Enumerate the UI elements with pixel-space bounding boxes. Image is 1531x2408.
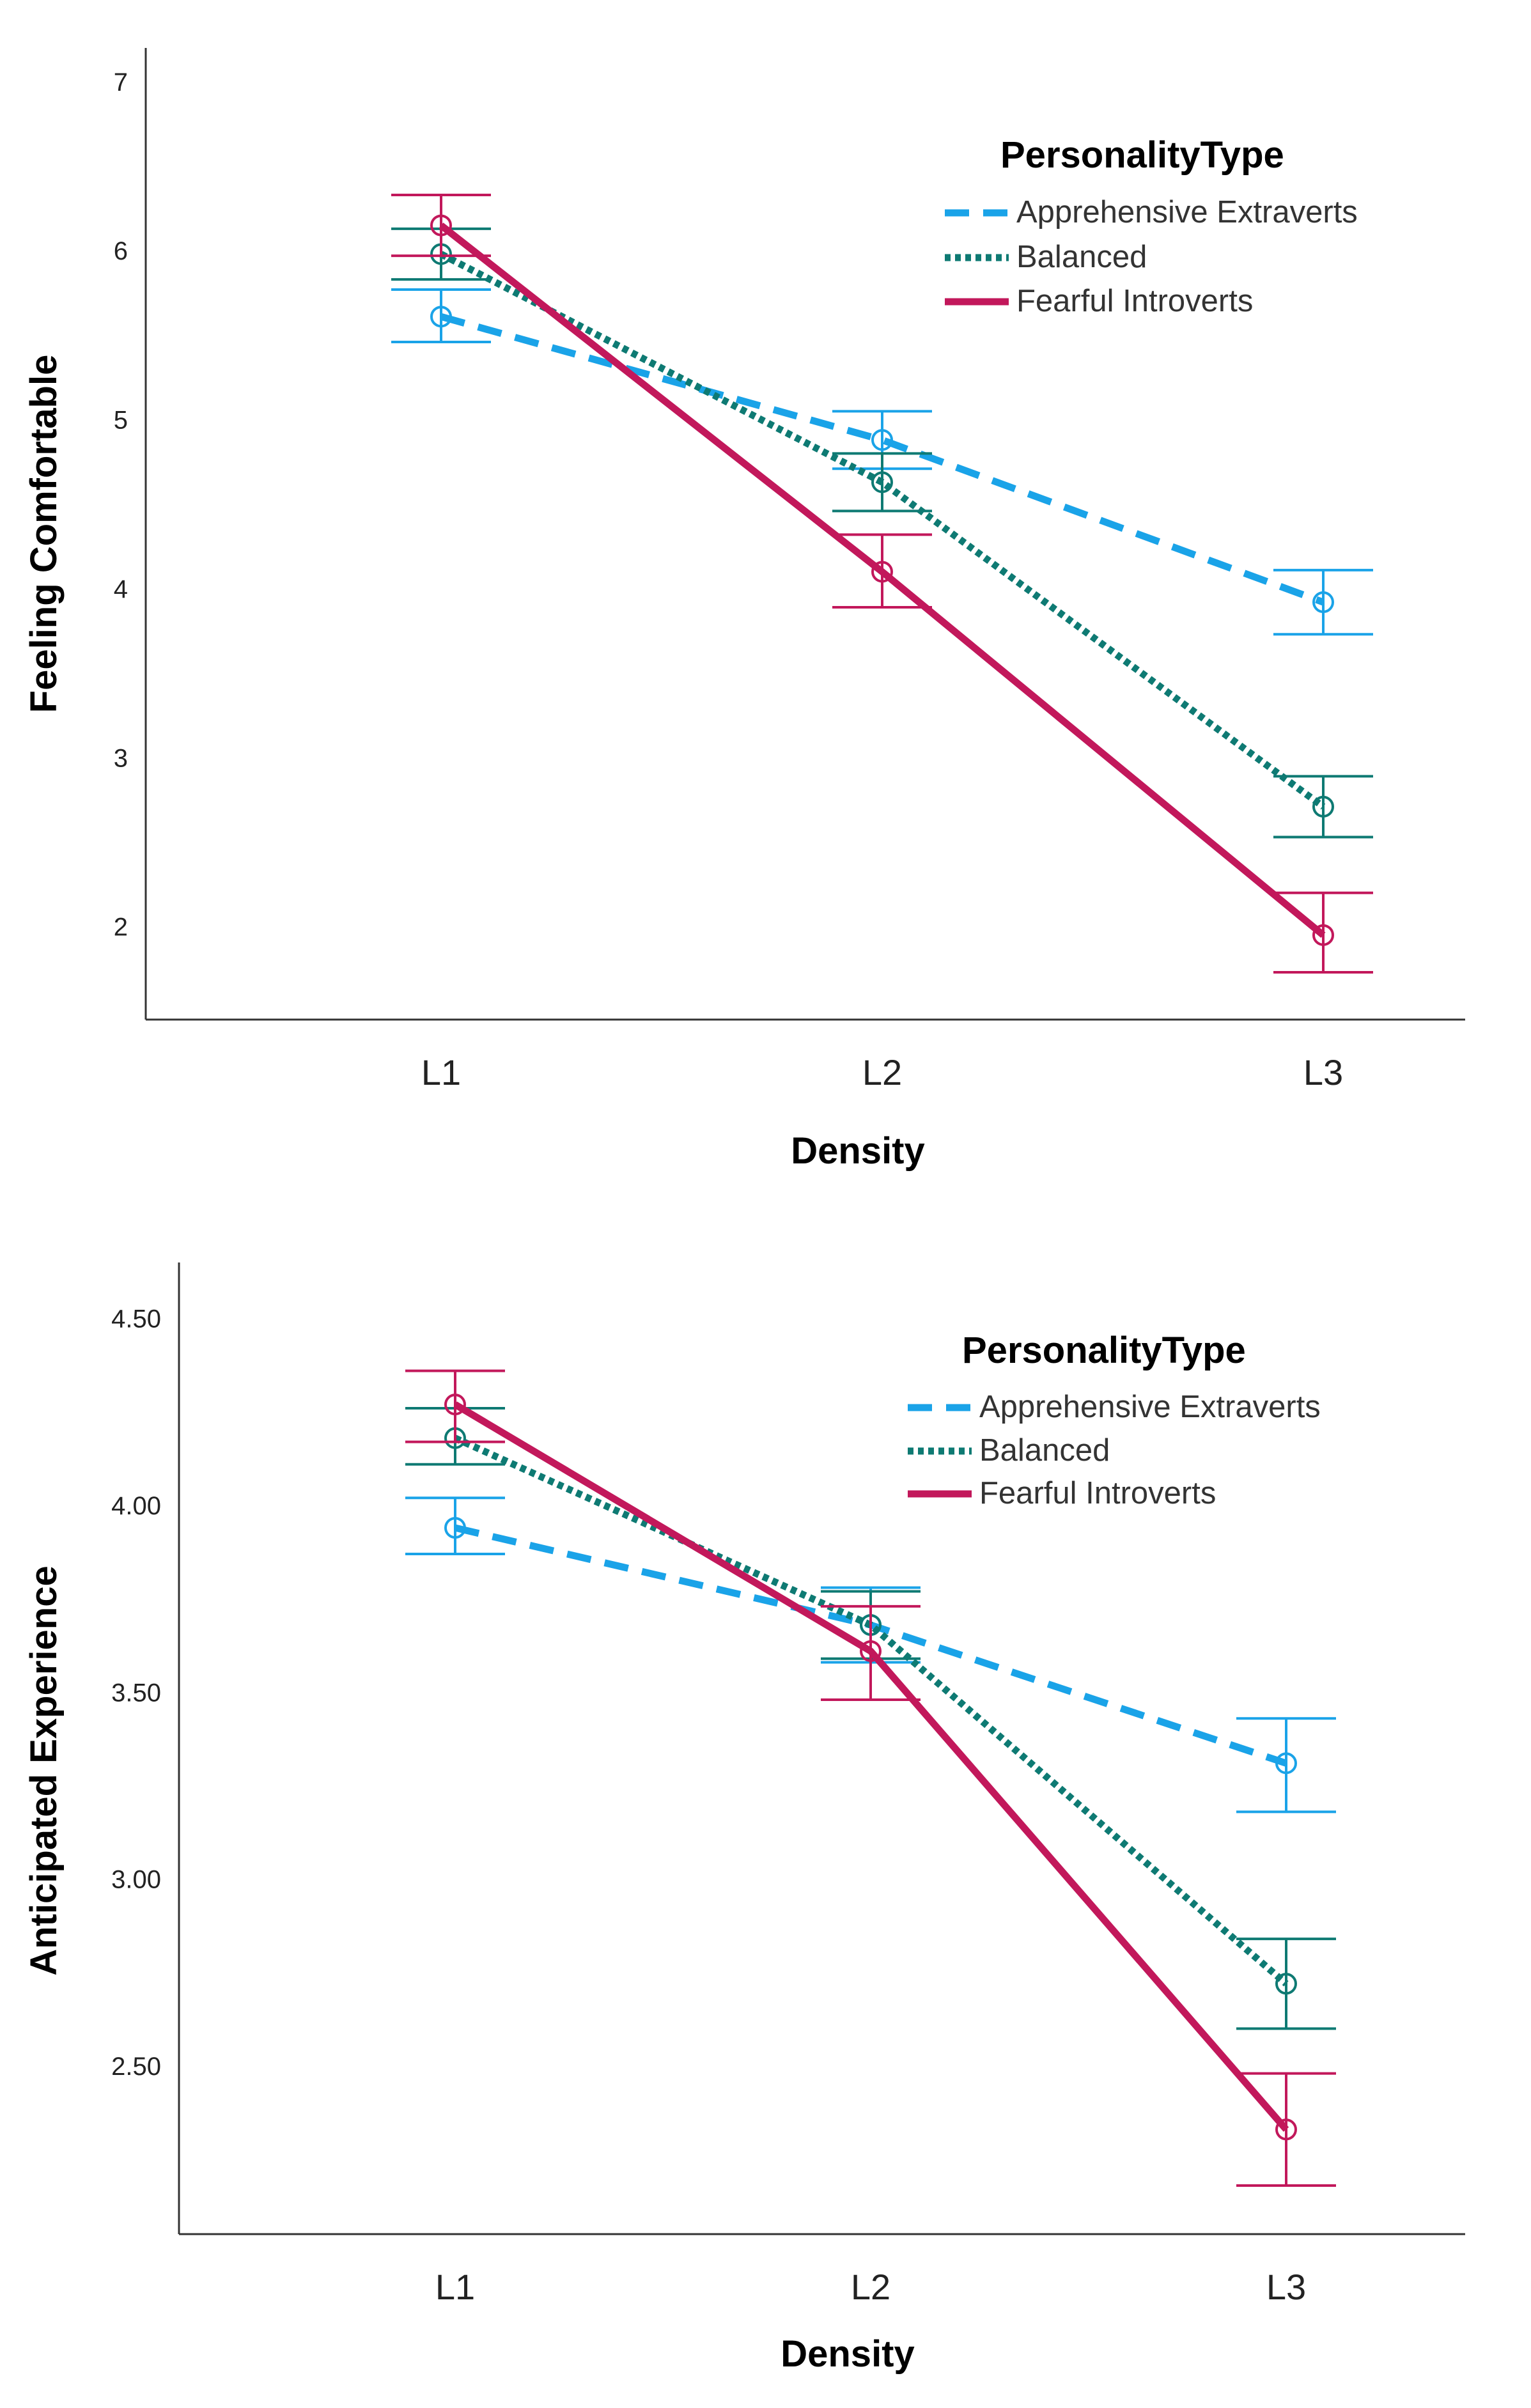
y-axis-title: Anticipated Experience <box>23 1565 65 1975</box>
anticipated-experience-chart: 2.50 3.00 3.50 4.00 4.50 L1 L2 L3 Density Anticip… <box>0 1202 1531 2408</box>
x-tick-label-l1: L1 <box>435 2267 475 2307</box>
y-tick-label: 2.50 <box>111 2053 161 2081</box>
anticipated-experience-chart-svg: 2.50 3.00 3.50 4.00 4.50 L1 L2 L3 Density Anticip… <box>23 1262 1465 2375</box>
x-tick-label-l2: L2 <box>851 2267 890 2307</box>
y-tick-label: 4 <box>114 575 128 603</box>
feeling-comfortable-chart-svg: 2 3 4 5 6 7 L1 L2 L3 Density Feeling Comfortable Pe… <box>23 48 1465 1172</box>
y-axis-title: Feeling Comfortable <box>23 355 65 713</box>
legend-label-fearful-introverts: Fearful Introverts <box>1016 284 1253 318</box>
legend-label-fearful-introverts: Fearful Introverts <box>979 1476 1216 1511</box>
data-point-balanced <box>871 471 893 493</box>
data-point-apprehensive-extraverts <box>871 429 893 451</box>
data-point-fearful-introverts <box>430 214 452 237</box>
data-point-fearful-introverts <box>1275 2118 1297 2141</box>
legend-title: PersonalityType <box>1000 134 1284 176</box>
data-point-fearful-introverts <box>444 1394 466 1416</box>
x-tick-label-l1: L1 <box>421 1052 461 1092</box>
y-tick-label: 4.00 <box>111 1492 161 1520</box>
series-line-fearful-introverts <box>453 1401 1289 2132</box>
y-tick-label: 4.50 <box>111 1305 161 1333</box>
legend-label-apprehensive-extraverts: Apprehensive Extraverts <box>979 1390 1321 1424</box>
data-point-apprehensive-extraverts <box>1275 1752 1297 1775</box>
data-point-fearful-introverts <box>871 561 893 583</box>
x-tick-label-l3: L3 <box>1266 2267 1306 2307</box>
y-tick-label: 6 <box>114 237 128 265</box>
y-tick-label: 3.50 <box>111 1679 161 1707</box>
series-line-balanced <box>439 251 1326 810</box>
legend-title: PersonalityType <box>962 1330 1246 1371</box>
y-tick-label: 5 <box>114 407 128 435</box>
series-line-balanced <box>453 1434 1289 1987</box>
data-point-balanced <box>1275 1973 1297 1995</box>
feeling-comfortable-chart: 2 3 4 5 6 7 L1 L2 L3 Density Feeling Comfortable Pe… <box>0 0 1531 1202</box>
y-tick-label: 3.00 <box>111 1866 161 1894</box>
data-point-fearful-introverts <box>1312 924 1334 946</box>
x-axis-title: Density <box>791 1130 925 1172</box>
x-axis-title: Density <box>781 2333 915 2375</box>
data-point-apprehensive-extraverts <box>444 1517 466 1539</box>
legend-label-apprehensive-extraverts: Apprehensive Extraverts <box>1016 195 1358 229</box>
x-tick-label-l2: L2 <box>862 1052 902 1092</box>
y-tick-label: 7 <box>114 68 128 97</box>
x-tick-label-l3: L3 <box>1303 1052 1343 1092</box>
data-point-balanced <box>1312 795 1334 818</box>
data-point-apprehensive-extraverts <box>430 306 452 328</box>
y-tick-label: 2 <box>114 913 128 942</box>
data-point-apprehensive-extraverts <box>1312 591 1334 614</box>
y-tick-label: 3 <box>114 744 128 772</box>
series-line-apprehensive-extraverts <box>440 313 1325 606</box>
legend-label-balanced: Balanced <box>979 1433 1110 1468</box>
data-point-fearful-introverts <box>860 1640 882 1662</box>
legend-label-balanced: Balanced <box>1016 240 1147 274</box>
